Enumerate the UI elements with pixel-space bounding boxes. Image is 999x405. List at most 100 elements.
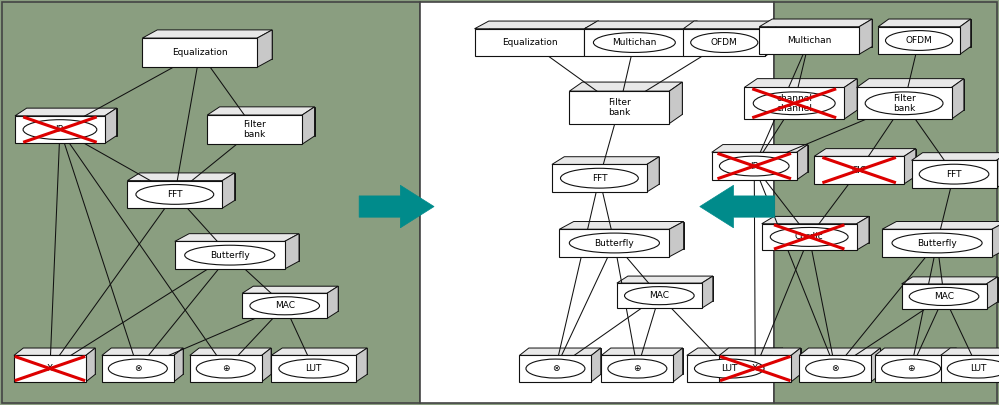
Polygon shape [14,348,95,356]
Text: OFDM: OFDM [711,38,737,47]
Polygon shape [189,234,299,261]
Polygon shape [719,356,791,382]
Polygon shape [882,229,992,257]
Polygon shape [601,356,673,382]
Ellipse shape [947,359,999,378]
Polygon shape [569,91,669,124]
Polygon shape [564,157,659,184]
Polygon shape [889,19,971,47]
Polygon shape [175,234,299,241]
Ellipse shape [719,156,789,176]
Polygon shape [597,21,697,49]
Polygon shape [859,19,872,54]
Polygon shape [759,19,872,27]
Polygon shape [673,348,682,382]
Polygon shape [272,356,356,382]
Polygon shape [519,356,591,382]
Text: Butterfly: Butterfly [594,239,634,247]
Ellipse shape [892,233,982,253]
Polygon shape [584,21,598,56]
Polygon shape [687,348,783,356]
Polygon shape [628,276,713,301]
Polygon shape [901,284,986,309]
Polygon shape [573,222,683,249]
Polygon shape [559,222,683,229]
Text: LUT: LUT [970,364,986,373]
Polygon shape [86,348,95,382]
Polygon shape [844,79,857,119]
Text: MAC: MAC [275,301,295,310]
Polygon shape [647,157,659,192]
Text: channel
channel: channel channel [776,94,812,113]
Polygon shape [528,348,600,374]
Polygon shape [669,82,682,124]
Polygon shape [911,160,996,188]
Polygon shape [683,21,776,29]
Ellipse shape [185,245,275,265]
Polygon shape [826,149,916,176]
Polygon shape [882,222,999,229]
Polygon shape [551,157,659,164]
Polygon shape [569,82,682,91]
Polygon shape [157,30,272,59]
Polygon shape [875,348,956,356]
Polygon shape [327,286,339,318]
Polygon shape [814,156,904,184]
Polygon shape [684,21,697,56]
Text: ⊗: ⊗ [551,364,559,373]
Polygon shape [519,348,600,356]
Text: X: X [752,364,758,373]
Polygon shape [728,348,800,374]
Polygon shape [15,108,117,116]
Polygon shape [283,348,368,374]
Polygon shape [242,293,327,318]
Ellipse shape [593,33,675,52]
Polygon shape [711,152,797,180]
Ellipse shape [279,359,349,378]
Polygon shape [791,348,800,382]
Polygon shape [698,348,783,374]
Polygon shape [143,30,272,38]
Polygon shape [901,277,998,284]
Polygon shape [871,348,880,382]
Polygon shape [799,356,871,382]
Polygon shape [960,19,971,54]
Polygon shape [857,87,951,119]
Polygon shape [190,348,271,356]
Polygon shape [701,276,713,308]
Ellipse shape [525,359,585,378]
Ellipse shape [919,164,989,184]
Ellipse shape [753,92,835,115]
Polygon shape [199,348,271,374]
Polygon shape [617,276,713,283]
Polygon shape [996,153,999,188]
Polygon shape [808,348,880,374]
Text: ⊗: ⊗ [134,364,142,373]
Text: OFDM: OFDM [906,36,932,45]
Polygon shape [175,241,285,269]
Text: ⊗: ⊗ [831,364,839,373]
Polygon shape [356,348,368,382]
Ellipse shape [805,359,865,378]
Ellipse shape [885,31,953,50]
Polygon shape [111,348,183,374]
FancyBboxPatch shape [420,2,774,403]
Polygon shape [174,348,183,382]
Polygon shape [23,348,95,374]
Polygon shape [302,107,315,144]
Text: CIC: CIC [851,166,867,175]
Polygon shape [559,229,669,257]
Polygon shape [941,356,999,382]
Polygon shape [950,348,999,374]
Polygon shape [719,348,800,356]
Ellipse shape [770,228,848,246]
Polygon shape [475,21,598,29]
Polygon shape [744,79,857,87]
Polygon shape [772,19,872,47]
Text: Cordic: Cordic [795,232,823,241]
Text: FFT: FFT [167,190,183,199]
Polygon shape [617,283,701,308]
Polygon shape [475,29,584,56]
Ellipse shape [909,288,979,305]
Polygon shape [711,145,808,152]
